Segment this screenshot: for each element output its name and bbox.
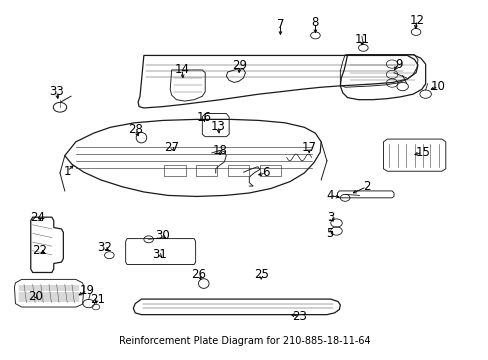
Text: 17: 17 [301,140,316,153]
Text: 11: 11 [354,33,368,46]
Text: 2: 2 [362,180,370,193]
Text: 4: 4 [325,189,333,202]
Text: 25: 25 [253,269,268,282]
Text: 5: 5 [325,227,333,240]
Text: 29: 29 [232,59,247,72]
Text: Reinforcement Plate Diagram for 210-885-18-11-64: Reinforcement Plate Diagram for 210-885-… [119,336,369,346]
Text: 14: 14 [174,63,189,76]
Text: 21: 21 [90,293,104,306]
Text: 33: 33 [49,85,64,98]
Text: 3: 3 [326,211,334,224]
Text: 23: 23 [291,310,306,323]
Text: 32: 32 [97,241,112,254]
Text: 16: 16 [196,111,211,124]
Text: 8: 8 [311,16,319,29]
Text: 10: 10 [430,80,445,93]
Text: 27: 27 [164,140,179,153]
Text: 6: 6 [262,166,269,179]
Text: 13: 13 [210,120,225,133]
Text: 7: 7 [276,18,284,31]
Text: 30: 30 [154,229,169,242]
Text: 1: 1 [63,165,71,178]
Text: 12: 12 [408,14,424,27]
Text: 15: 15 [414,146,429,159]
Text: 9: 9 [394,58,402,71]
Text: 22: 22 [32,244,47,257]
Text: 24: 24 [30,211,45,224]
Text: 18: 18 [213,144,227,157]
Text: 20: 20 [28,290,43,303]
Text: 28: 28 [127,123,142,136]
Text: 19: 19 [80,284,95,297]
Text: 31: 31 [151,248,166,261]
Text: 26: 26 [191,269,206,282]
